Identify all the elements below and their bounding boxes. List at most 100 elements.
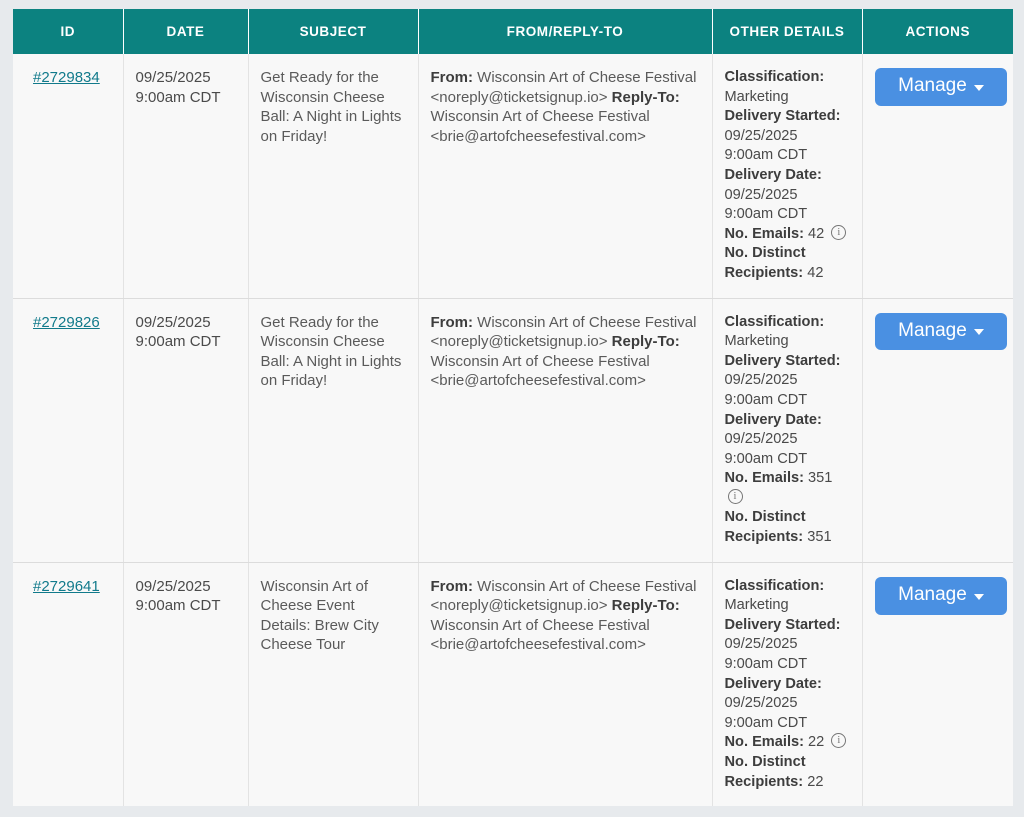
campaign-id-link[interactable]: #2729834: [33, 69, 100, 86]
delivery-started-label: Delivery Started:: [724, 352, 841, 369]
no-emails-value: 22: [808, 734, 825, 751]
no-emails-label: No. Emails:: [724, 470, 804, 487]
cell-other-details: Classification: Marketing Delivery Start…: [712, 298, 863, 563]
no-distinct-recipients-label-line-2: Recipients:: [724, 773, 804, 790]
column-header-subject[interactable]: SUBJECT: [248, 9, 419, 54]
delivery-date-label: Delivery Date:: [724, 411, 822, 428]
no-emails-value: 351: [808, 470, 833, 487]
table-header: ID DATE SUBJECT FROM/REPLY-TO OTHER DETA…: [13, 9, 1013, 54]
subject-text: Get Ready for the Wisconsin Cheese Ball:…: [260, 313, 402, 390]
column-header-date[interactable]: DATE: [123, 9, 249, 54]
cell-subject: Get Ready for the Wisconsin Cheese Ball:…: [248, 298, 419, 563]
info-icon[interactable]: [727, 488, 743, 504]
column-header-other-details[interactable]: OTHER DETAILS: [712, 9, 863, 54]
delivery-date-line-2: 9:00am CDT: [724, 206, 808, 223]
delivery-date-line-1: 09/25/2025: [724, 695, 798, 712]
delivery-started-label: Delivery Started:: [724, 616, 841, 633]
manage-button-label: Manage: [898, 75, 967, 96]
no-emails-label: No. Emails:: [724, 734, 804, 751]
table-row: #2729826 09/25/2025 9:00am CDT Get Ready…: [13, 298, 1013, 563]
cell-id: #2729826: [13, 298, 124, 563]
column-header-actions[interactable]: ACTIONS: [862, 9, 1013, 54]
date-line-2: 9:00am CDT: [135, 333, 221, 351]
delivery-started-line-1: 09/25/2025: [724, 372, 798, 389]
cell-actions: Manage: [862, 54, 1013, 299]
reply-to-label: Reply-To:: [611, 333, 680, 351]
delivery-started-line-2: 9:00am CDT: [724, 147, 808, 164]
delivery-date-line-1: 09/25/2025: [724, 186, 798, 203]
classification-value: Marketing: [724, 88, 789, 105]
delivery-date-label: Delivery Date:: [724, 675, 822, 692]
info-icon[interactable]: [831, 733, 847, 749]
delivery-date-line-1: 09/25/2025: [724, 431, 798, 448]
delivery-date-label: Delivery Date:: [724, 166, 822, 183]
no-emails-label: No. Emails:: [724, 225, 804, 242]
campaign-id-link[interactable]: #2729826: [33, 313, 100, 331]
cell-actions: Manage: [862, 298, 1013, 563]
no-distinct-recipients-label-line-2: Recipients:: [724, 264, 804, 281]
from-label: From:: [430, 313, 474, 331]
from-value: Wisconsin Art of Cheese Festival <norepl…: [430, 313, 697, 351]
reply-to-value: Wisconsin Art of Cheese Festival <brie@a…: [430, 108, 650, 145]
email-campaigns-table: ID DATE SUBJECT FROM/REPLY-TO OTHER DETA…: [13, 9, 1013, 807]
no-emails-value: 42: [808, 225, 825, 242]
cell-other-details: Classification: Marketing Delivery Start…: [712, 54, 863, 299]
classification-label: Classification:: [724, 313, 825, 330]
classification-label: Classification:: [724, 69, 825, 85]
no-distinct-recipients-label-line-1: No. Distinct: [724, 754, 806, 770]
date-line-2: 9:00am CDT: [135, 597, 221, 615]
reply-to-label: Reply-To:: [611, 597, 680, 615]
no-distinct-recipients-value: 42: [807, 264, 824, 281]
no-distinct-recipients-label-line-1: No. Distinct: [724, 245, 806, 262]
chevron-down-icon: [973, 593, 984, 600]
date-line-1: 09/25/2025: [135, 69, 211, 86]
reply-to-value: Wisconsin Art of Cheese Festival <brie@a…: [430, 352, 650, 390]
column-header-from-reply-to[interactable]: FROM/REPLY-TO: [418, 9, 713, 54]
cell-date: 09/25/2025 9:00am CDT: [123, 562, 249, 807]
table-body: #2729834 09/25/2025 9:00am CDT Get Ready…: [13, 54, 1013, 807]
cell-subject: Wisconsin Art of Cheese Event Details: B…: [248, 562, 419, 807]
manage-button[interactable]: Manage: [874, 576, 1007, 615]
delivery-started-label: Delivery Started:: [724, 108, 841, 125]
cell-date: 09/25/2025 9:00am CDT: [123, 298, 249, 563]
delivery-date-line-2: 9:00am CDT: [724, 714, 808, 731]
date-line-2: 9:00am CDT: [135, 88, 221, 106]
cell-actions: Manage: [862, 562, 1013, 807]
cell-date: 09/25/2025 9:00am CDT: [123, 54, 249, 299]
delivery-started-line-2: 9:00am CDT: [724, 656, 808, 673]
reply-to-value: Wisconsin Art of Cheese Festival <brie@a…: [430, 616, 650, 654]
no-distinct-recipients-value: 351: [807, 529, 832, 546]
delivery-started-line-1: 09/25/2025: [724, 636, 798, 653]
subject-text: Wisconsin Art of Cheese Event Details: B…: [260, 577, 379, 654]
classification-value: Marketing: [724, 333, 789, 350]
no-distinct-recipients-value: 22: [807, 773, 824, 790]
manage-button[interactable]: Manage: [874, 312, 1007, 351]
delivery-started-line-1: 09/25/2025: [724, 127, 798, 144]
email-campaigns-table-wrapper: ID DATE SUBJECT FROM/REPLY-TO OTHER DETA…: [13, 9, 1013, 807]
manage-button[interactable]: Manage: [874, 68, 1007, 106]
cell-id: #2729641: [13, 562, 124, 807]
cell-other-details: Classification: Marketing Delivery Start…: [712, 562, 863, 807]
delivery-date-line-2: 9:00am CDT: [724, 450, 808, 467]
info-icon[interactable]: [831, 224, 847, 240]
from-label: From:: [430, 577, 474, 595]
from-value: Wisconsin Art of Cheese Festival <norepl…: [430, 577, 697, 615]
manage-button-label: Manage: [898, 583, 967, 605]
cell-from-reply-to: From: Wisconsin Art of Cheese Festival <…: [418, 562, 713, 807]
no-distinct-recipients-label-line-1: No. Distinct: [724, 509, 806, 526]
campaign-id-link[interactable]: #2729641: [33, 577, 100, 595]
column-header-id[interactable]: ID: [13, 9, 124, 54]
subject-text: Get Ready for the Wisconsin Cheese Ball:…: [260, 69, 402, 145]
reply-to-label: Reply-To:: [611, 88, 680, 106]
cell-from-reply-to: From: Wisconsin Art of Cheese Festival <…: [418, 54, 713, 299]
cell-subject: Get Ready for the Wisconsin Cheese Ball:…: [248, 54, 419, 299]
table-header-row: ID DATE SUBJECT FROM/REPLY-TO OTHER DETA…: [13, 9, 1013, 54]
chevron-down-icon: [973, 329, 984, 336]
chevron-down-icon: [973, 84, 984, 91]
delivery-started-line-2: 9:00am CDT: [724, 391, 808, 408]
classification-value: Marketing: [724, 597, 789, 614]
classification-label: Classification:: [724, 577, 825, 594]
manage-button-label: Manage: [898, 319, 967, 341]
table-row: #2729834 09/25/2025 9:00am CDT Get Ready…: [13, 54, 1013, 299]
